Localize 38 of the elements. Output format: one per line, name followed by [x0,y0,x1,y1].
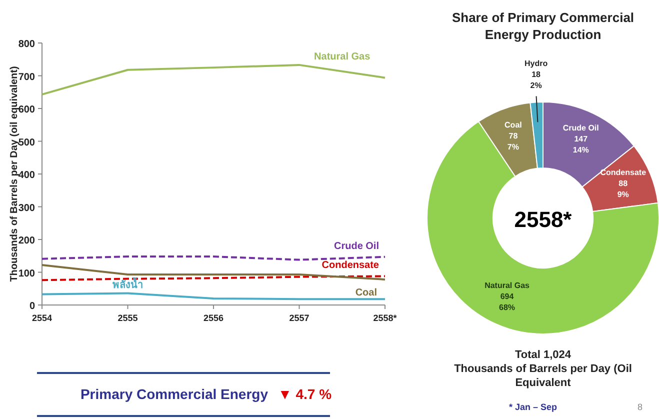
slice-label: Hydro [524,59,548,68]
y-tick-label: 100 [18,268,36,280]
x-tick-label: 2554 [32,313,52,323]
y-tick-label: 600 [18,104,36,116]
chart-title: Share of Primary Commercial Energy Production [452,10,634,42]
series-label: พลังน้ำ [112,277,144,292]
y-tick-label: 200 [18,236,36,246]
slice-label: Natural Gas [484,281,530,290]
slice-label: Condensate [600,168,647,178]
line-series [41,64,386,96]
y-tick-label: 400 [18,170,36,181]
text: Primary Commercial Energy [80,386,268,402]
y-tick-label: 700 [18,72,36,83]
y-tick-label: 500 [18,137,36,148]
text: 8 [637,402,643,412]
text: 2558* [514,207,572,232]
series-label: Crude Oil [334,240,380,252]
series-label: Natural Gas [314,51,371,62]
data-label: 147 14% [572,134,589,155]
series-label: Coal [355,287,378,298]
series-label: Condensate [322,260,380,272]
text: * Jan – Sep [508,402,558,412]
slice-label: Crude Oil [562,124,599,133]
data-label: 78 7% [507,131,519,152]
y-axis-title: Thousands of Barrels per Day (oil equivalent) [9,66,20,282]
x-tick-label: 2558* [373,313,398,323]
text: Total 1,024 Thousands of Barrels per Day (Oil Equivalent [454,349,632,389]
data-label: 88 9% [617,179,629,200]
data-label: 694 68% [499,292,516,312]
x-tick-label: 2555 [118,313,138,323]
y-tick-label: 0 [29,301,36,312]
y-tick-label: 800 [18,39,36,50]
y-tick-label: 300 [18,202,36,214]
data-label: 18 2% [530,70,542,90]
slice-label: Coal [504,120,522,130]
x-tick-label: 2556 [203,313,224,323]
x-tick-label: 2557 [289,313,310,323]
text: ▼ 4.7 % [278,386,332,402]
